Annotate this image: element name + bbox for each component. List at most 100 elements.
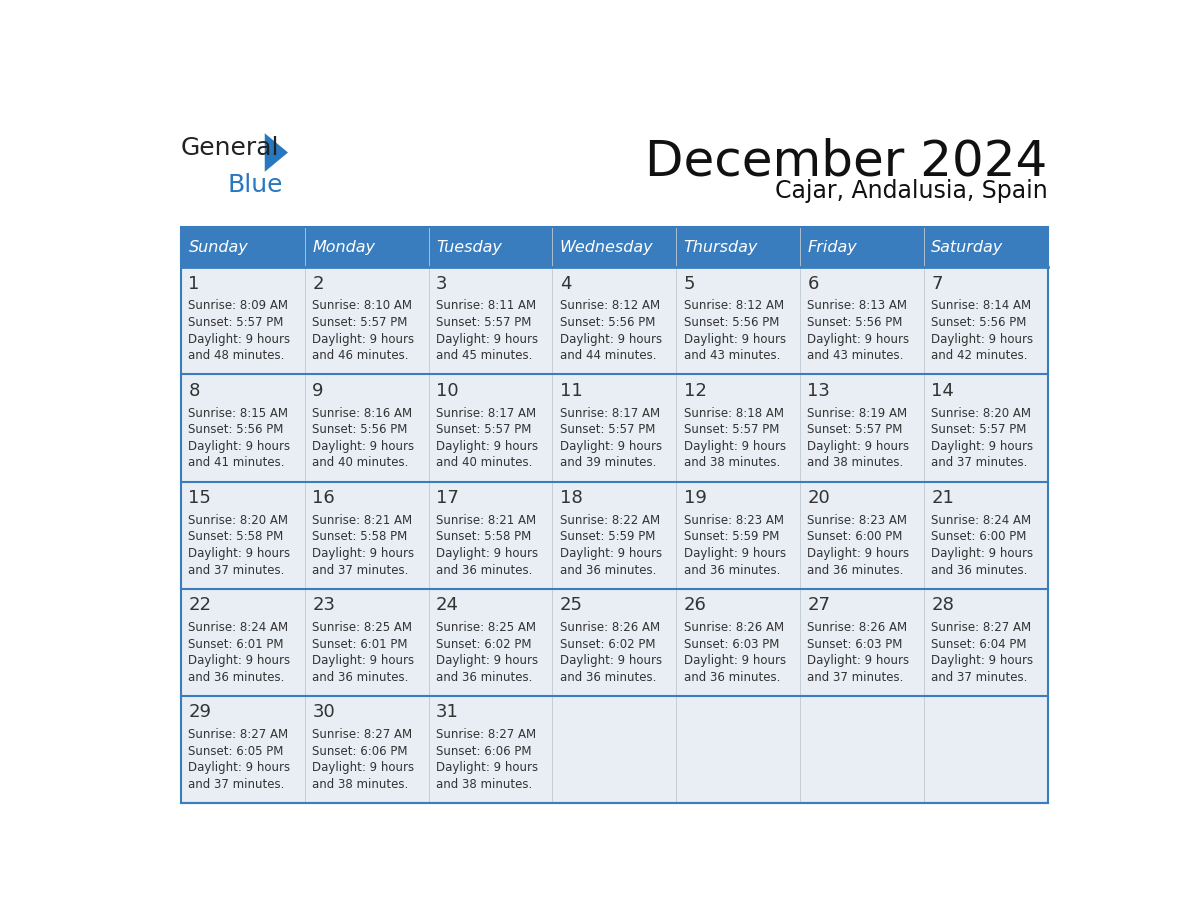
Text: Daylight: 9 hours: Daylight: 9 hours bbox=[683, 440, 785, 453]
Text: Sunrise: 8:19 AM: Sunrise: 8:19 AM bbox=[808, 407, 908, 420]
Text: Sunset: 5:57 PM: Sunset: 5:57 PM bbox=[560, 423, 656, 436]
Bar bbox=[181, 375, 1048, 482]
Text: and 38 minutes.: and 38 minutes. bbox=[683, 456, 779, 469]
Text: Daylight: 9 hours: Daylight: 9 hours bbox=[436, 655, 538, 667]
Text: Sunrise: 8:23 AM: Sunrise: 8:23 AM bbox=[683, 514, 784, 527]
Text: Sunrise: 8:25 AM: Sunrise: 8:25 AM bbox=[312, 621, 412, 634]
Text: Sunset: 5:57 PM: Sunset: 5:57 PM bbox=[436, 316, 531, 329]
Text: Daylight: 9 hours: Daylight: 9 hours bbox=[189, 547, 291, 560]
Text: Daylight: 9 hours: Daylight: 9 hours bbox=[312, 547, 415, 560]
Text: 7: 7 bbox=[931, 274, 942, 293]
Text: Monday: Monday bbox=[312, 240, 375, 254]
Text: Sunset: 6:01 PM: Sunset: 6:01 PM bbox=[312, 638, 407, 651]
Text: Sunrise: 8:21 AM: Sunrise: 8:21 AM bbox=[312, 514, 412, 527]
Text: Daylight: 9 hours: Daylight: 9 hours bbox=[189, 440, 291, 453]
Text: and 36 minutes.: and 36 minutes. bbox=[560, 564, 656, 577]
Bar bbox=[181, 267, 1048, 375]
Text: and 38 minutes.: and 38 minutes. bbox=[436, 778, 532, 791]
Text: 3: 3 bbox=[436, 274, 448, 293]
Text: 17: 17 bbox=[436, 489, 459, 507]
Text: Sunset: 6:00 PM: Sunset: 6:00 PM bbox=[808, 531, 903, 543]
Text: and 36 minutes.: and 36 minutes. bbox=[436, 671, 532, 684]
Text: 28: 28 bbox=[931, 597, 954, 614]
Text: 10: 10 bbox=[436, 382, 459, 400]
Text: Sunset: 6:06 PM: Sunset: 6:06 PM bbox=[436, 744, 531, 757]
Text: 13: 13 bbox=[808, 382, 830, 400]
Text: 18: 18 bbox=[560, 489, 582, 507]
Text: Sunrise: 8:26 AM: Sunrise: 8:26 AM bbox=[683, 621, 784, 634]
Text: and 48 minutes.: and 48 minutes. bbox=[189, 349, 285, 363]
Text: 1: 1 bbox=[189, 274, 200, 293]
Text: and 44 minutes.: and 44 minutes. bbox=[560, 349, 656, 363]
Text: Sunrise: 8:15 AM: Sunrise: 8:15 AM bbox=[189, 407, 289, 420]
Text: and 36 minutes.: and 36 minutes. bbox=[189, 671, 285, 684]
Text: Daylight: 9 hours: Daylight: 9 hours bbox=[808, 332, 910, 345]
Text: and 36 minutes.: and 36 minutes. bbox=[808, 564, 904, 577]
Text: and 40 minutes.: and 40 minutes. bbox=[312, 456, 409, 469]
Text: General: General bbox=[181, 136, 279, 160]
Text: Sunrise: 8:12 AM: Sunrise: 8:12 AM bbox=[560, 299, 661, 312]
Bar bbox=[181, 588, 1048, 696]
Text: Friday: Friday bbox=[808, 240, 857, 254]
Text: Daylight: 9 hours: Daylight: 9 hours bbox=[436, 440, 538, 453]
Text: and 36 minutes.: and 36 minutes. bbox=[683, 671, 781, 684]
Text: Sunset: 6:03 PM: Sunset: 6:03 PM bbox=[808, 638, 903, 651]
Text: and 37 minutes.: and 37 minutes. bbox=[808, 671, 904, 684]
Text: Sunrise: 8:12 AM: Sunrise: 8:12 AM bbox=[683, 299, 784, 312]
Text: Daylight: 9 hours: Daylight: 9 hours bbox=[312, 761, 415, 775]
Text: Sunset: 5:58 PM: Sunset: 5:58 PM bbox=[189, 531, 284, 543]
Text: Daylight: 9 hours: Daylight: 9 hours bbox=[931, 655, 1034, 667]
Text: Sunrise: 8:13 AM: Sunrise: 8:13 AM bbox=[808, 299, 908, 312]
Text: Sunset: 6:03 PM: Sunset: 6:03 PM bbox=[683, 638, 779, 651]
Text: 26: 26 bbox=[683, 597, 707, 614]
Text: and 37 minutes.: and 37 minutes. bbox=[189, 778, 285, 791]
Text: and 41 minutes.: and 41 minutes. bbox=[189, 456, 285, 469]
Text: Sunset: 5:56 PM: Sunset: 5:56 PM bbox=[931, 316, 1026, 329]
Text: Sunset: 5:58 PM: Sunset: 5:58 PM bbox=[436, 531, 531, 543]
Text: Sunset: 5:59 PM: Sunset: 5:59 PM bbox=[560, 531, 656, 543]
Text: Daylight: 9 hours: Daylight: 9 hours bbox=[683, 655, 785, 667]
Text: 23: 23 bbox=[312, 597, 335, 614]
Text: Sunday: Sunday bbox=[189, 240, 248, 254]
Text: Sunset: 6:05 PM: Sunset: 6:05 PM bbox=[189, 744, 284, 757]
Text: and 37 minutes.: and 37 minutes. bbox=[931, 671, 1028, 684]
Text: 4: 4 bbox=[560, 274, 571, 293]
Bar bbox=[181, 227, 1048, 267]
Text: Daylight: 9 hours: Daylight: 9 hours bbox=[808, 440, 910, 453]
Text: Sunrise: 8:26 AM: Sunrise: 8:26 AM bbox=[560, 621, 661, 634]
Text: Daylight: 9 hours: Daylight: 9 hours bbox=[312, 655, 415, 667]
Text: 14: 14 bbox=[931, 382, 954, 400]
Text: Wednesday: Wednesday bbox=[560, 240, 653, 254]
Text: and 45 minutes.: and 45 minutes. bbox=[436, 349, 532, 363]
Text: Cajar, Andalusia, Spain: Cajar, Andalusia, Spain bbox=[775, 179, 1048, 204]
Text: Sunrise: 8:23 AM: Sunrise: 8:23 AM bbox=[808, 514, 908, 527]
Text: 11: 11 bbox=[560, 382, 582, 400]
Text: Sunset: 6:06 PM: Sunset: 6:06 PM bbox=[312, 744, 407, 757]
Text: Sunrise: 8:22 AM: Sunrise: 8:22 AM bbox=[560, 514, 661, 527]
Text: Sunrise: 8:27 AM: Sunrise: 8:27 AM bbox=[312, 728, 412, 741]
Text: Sunrise: 8:16 AM: Sunrise: 8:16 AM bbox=[312, 407, 412, 420]
Text: 19: 19 bbox=[683, 489, 707, 507]
Text: Sunrise: 8:24 AM: Sunrise: 8:24 AM bbox=[931, 514, 1031, 527]
Text: Sunset: 5:56 PM: Sunset: 5:56 PM bbox=[560, 316, 656, 329]
Text: Daylight: 9 hours: Daylight: 9 hours bbox=[560, 332, 662, 345]
Text: Daylight: 9 hours: Daylight: 9 hours bbox=[683, 332, 785, 345]
Text: 12: 12 bbox=[683, 382, 707, 400]
Text: and 36 minutes.: and 36 minutes. bbox=[683, 564, 781, 577]
Text: Sunset: 5:56 PM: Sunset: 5:56 PM bbox=[683, 316, 779, 329]
Text: Sunrise: 8:27 AM: Sunrise: 8:27 AM bbox=[189, 728, 289, 741]
Text: Daylight: 9 hours: Daylight: 9 hours bbox=[189, 761, 291, 775]
Text: Sunset: 5:57 PM: Sunset: 5:57 PM bbox=[189, 316, 284, 329]
Text: Daylight: 9 hours: Daylight: 9 hours bbox=[436, 332, 538, 345]
Text: Daylight: 9 hours: Daylight: 9 hours bbox=[931, 547, 1034, 560]
Bar bbox=[181, 696, 1048, 803]
Text: Sunrise: 8:11 AM: Sunrise: 8:11 AM bbox=[436, 299, 536, 312]
Text: Sunset: 6:02 PM: Sunset: 6:02 PM bbox=[436, 638, 531, 651]
Text: Sunset: 5:56 PM: Sunset: 5:56 PM bbox=[312, 423, 407, 436]
Text: 22: 22 bbox=[189, 597, 211, 614]
Text: Daylight: 9 hours: Daylight: 9 hours bbox=[808, 655, 910, 667]
Text: Daylight: 9 hours: Daylight: 9 hours bbox=[189, 332, 291, 345]
Text: December 2024: December 2024 bbox=[645, 137, 1048, 185]
Text: Sunset: 5:57 PM: Sunset: 5:57 PM bbox=[808, 423, 903, 436]
Text: 25: 25 bbox=[560, 597, 583, 614]
